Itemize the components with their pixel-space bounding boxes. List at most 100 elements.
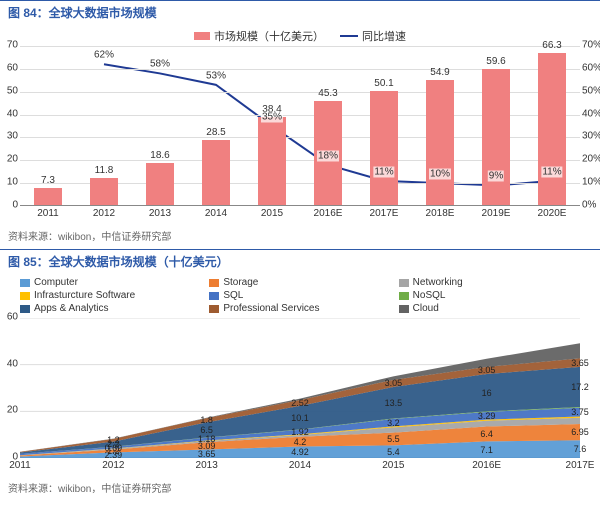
chart2-x-label: 2017E: [558, 460, 600, 471]
chart2-legend-item: Infrasturcture Software: [20, 290, 201, 301]
chart2-source: 资料来源：wikibon，中信证券研究部: [0, 476, 600, 501]
chart1-pct-label: 62%: [93, 50, 115, 61]
chart2-legend-item: Networking: [399, 277, 580, 288]
chart1-y-right-tick: 60%: [582, 62, 600, 73]
chart1-x-label: 2019E: [476, 208, 516, 219]
chart2-area-svg: [20, 318, 580, 458]
legend-text: Professional Services: [223, 303, 319, 314]
chart1-y-left-tick: 20: [2, 154, 18, 165]
chart1-y-left-tick: 70: [2, 40, 18, 51]
chart2-legend-item: NoSQL: [399, 290, 580, 301]
chart1-legend-line: 同比增速: [340, 28, 406, 44]
chart1-x-label: 2017E: [364, 208, 404, 219]
legend-swatch: [20, 292, 30, 300]
chart1-y-right-tick: 70%: [582, 40, 600, 51]
chart2-x-label: 2016E: [465, 460, 509, 471]
chart1-bar: [34, 188, 62, 205]
chart1-y-right-tick: 0%: [582, 200, 600, 211]
chart1-bar-label: 7.3: [28, 175, 68, 186]
chart1-bar-label: 18.6: [140, 150, 180, 161]
chart1-y-left-tick: 30: [2, 131, 18, 142]
chart1-pct-label: 11%: [541, 166, 562, 177]
chart1-bar: [426, 80, 454, 205]
chart2-title: 图 85：全球大数据市场规模（十亿美元）: [0, 249, 600, 273]
chart1-y-right-tick: 10%: [582, 177, 600, 188]
chart1-bar: [202, 140, 230, 205]
chart1-x-label: 2011: [28, 208, 68, 219]
legend-swatch: [399, 305, 409, 313]
legend-swatch: [399, 292, 409, 300]
chart2-legend-item: Cloud: [399, 303, 580, 314]
legend-swatch: [20, 305, 30, 313]
chart2-y-tick: 40: [4, 358, 18, 369]
chart1-y-right-tick: 40%: [582, 108, 600, 119]
chart1-y-left-tick: 50: [2, 85, 18, 96]
chart1-pct-label: 58%: [149, 59, 171, 70]
chart2-x-label: 2011: [0, 460, 42, 471]
chart1-plot: 0102030405060700%10%20%30%40%50%60%70%7.…: [20, 46, 580, 206]
legend-swatch: [209, 279, 219, 287]
chart1-bar-label: 11.8: [84, 165, 124, 176]
chart1-x-label: 2018E: [420, 208, 460, 219]
chart1-bar: [90, 178, 118, 205]
chart1-y-left-tick: 0: [2, 200, 18, 211]
chart1-x-label: 2012: [84, 208, 124, 219]
chart1-y-left-tick: 60: [2, 62, 18, 73]
chart1-y-right-tick: 30%: [582, 131, 600, 142]
legend-text: Cloud: [413, 303, 439, 314]
chart1-bar: [370, 91, 398, 206]
chart1-bar-label: 45.3: [308, 88, 348, 99]
chart1-y-right-tick: 50%: [582, 85, 600, 96]
chart1-x-label: 2014: [196, 208, 236, 219]
chart2-block: 图 85：全球大数据市场规模（十亿美元） Computer Storage Netw…: [0, 249, 600, 501]
chart2-x-label: 2014: [278, 460, 322, 471]
chart1-bar-label: 54.9: [420, 67, 460, 78]
chart1-legend-line-label: 同比增速: [362, 28, 406, 44]
chart1-x-label: 2013: [140, 208, 180, 219]
chart2-legend-item: Storage: [209, 277, 390, 288]
chart1-y-left-tick: 40: [2, 108, 18, 119]
legend-swatch: [209, 305, 219, 313]
chart2-plot: 0204060201120122013201420152016E2017E2.3…: [20, 318, 580, 458]
chart1-legend: 市场规模（十亿美元） 同比增速: [0, 24, 600, 46]
chart2-legend-item: Apps & Analytics: [20, 303, 201, 314]
chart1-gridline: [20, 46, 580, 47]
chart2-x-label: 2013: [185, 460, 229, 471]
legend-text: Apps & Analytics: [34, 303, 108, 314]
chart1-bar-label: 59.6: [476, 56, 516, 67]
chart2-y-tick: 60: [4, 312, 18, 323]
chart1-block: 图 84：全球大数据市场规模 市场规模（十亿美元） 同比增速 010203040…: [0, 0, 600, 249]
chart2-legend-item: Computer: [20, 277, 201, 288]
chart2-area: Computer Storage Networking Infrasturcture …: [0, 273, 600, 476]
chart1-bar: [482, 69, 510, 205]
legend-text: NoSQL: [413, 290, 446, 301]
chart1-pct-label: 11%: [373, 166, 394, 177]
chart2-y-tick: 20: [4, 405, 18, 416]
chart1-pct-label: 35%: [261, 112, 283, 123]
chart1-area: 市场规模（十亿美元） 同比增速 0102030405060700%10%20%3…: [0, 24, 600, 224]
chart2-x-label: 2015: [371, 460, 415, 471]
chart1-bar: [258, 117, 286, 205]
legend-swatch: [399, 279, 409, 287]
chart2-legend: Computer Storage Networking Infrasturcture …: [0, 273, 600, 316]
chart2-legend-item: Professional Services: [209, 303, 390, 314]
chart1-source: 资料来源：wikibon，中信证券研究部: [0, 224, 600, 249]
legend-text: Networking: [413, 277, 463, 288]
chart1-bar-label: 28.5: [196, 127, 236, 138]
chart2-legend-item: SQL: [209, 290, 390, 301]
chart1-y-left-tick: 10: [2, 177, 18, 188]
chart1-bar-label: 66.3: [532, 40, 572, 51]
chart1-pct-label: 18%: [317, 150, 339, 161]
chart1-legend-bar: 市场规模（十亿美元）: [194, 28, 324, 44]
chart1-legend-bar-label: 市场规模（十亿美元）: [214, 28, 324, 44]
legend-text: Computer: [34, 277, 78, 288]
legend-text: SQL: [223, 290, 243, 301]
chart2-x-label: 2012: [91, 460, 135, 471]
chart1-x-label: 2020E: [532, 208, 572, 219]
chart1-bar: [146, 163, 174, 206]
chart1-pct-label: 53%: [205, 70, 227, 81]
legend-text: Infrasturcture Software: [34, 290, 135, 301]
legend-swatch: [20, 279, 30, 287]
chart1-bar: [538, 53, 566, 205]
chart1-pct-label: 9%: [488, 171, 504, 182]
